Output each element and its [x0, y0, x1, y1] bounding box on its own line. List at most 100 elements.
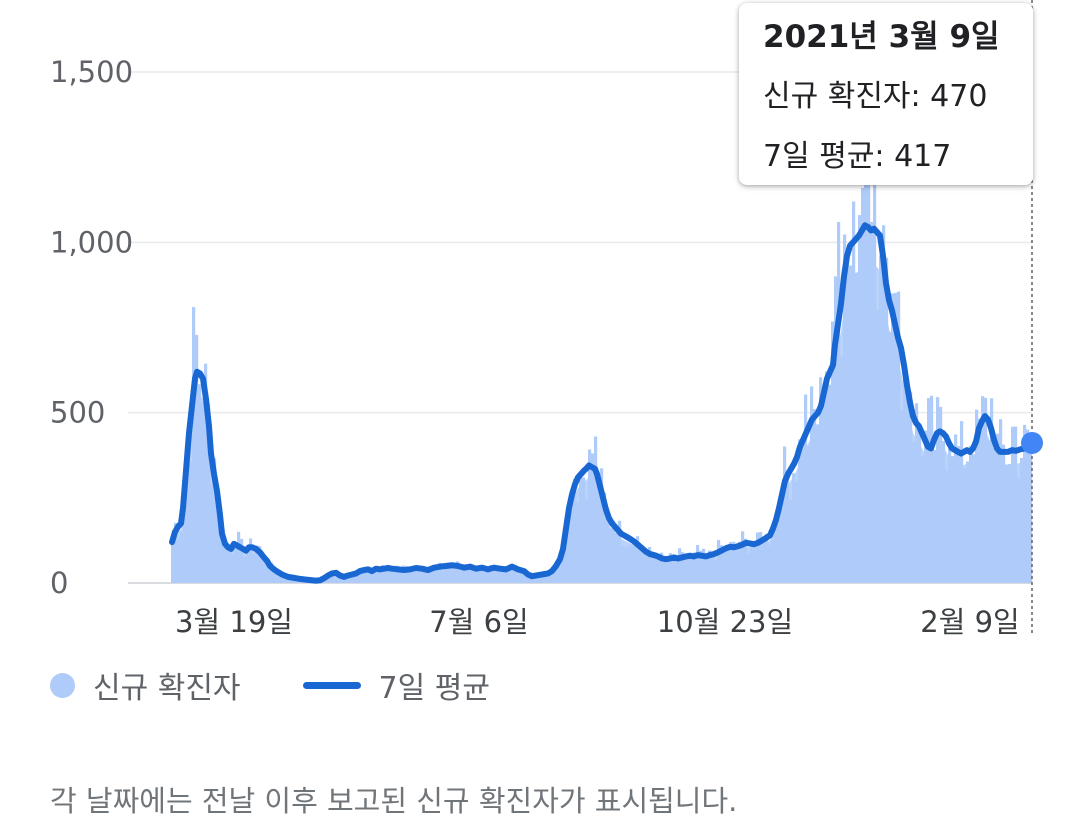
daily-case-bar — [765, 533, 769, 583]
daily-case-bar — [630, 544, 634, 583]
daily-case-bar — [732, 541, 736, 583]
daily-case-bar — [858, 215, 862, 583]
daily-case-bar — [453, 569, 457, 583]
daily-case-bar — [714, 560, 718, 583]
daily-case-bar — [900, 410, 904, 583]
daily-case-bar — [510, 568, 514, 583]
daily-case-bar — [987, 440, 991, 583]
daily-case-bar — [813, 408, 817, 583]
daily-case-bar — [843, 234, 847, 583]
daily-case-bar — [888, 332, 892, 583]
daily-case-bar — [351, 572, 355, 583]
daily-case-bar — [441, 570, 445, 583]
daily-case-bar — [372, 570, 376, 583]
daily-case-bar — [255, 545, 259, 583]
daily-case-bar — [333, 573, 337, 583]
daily-case-bar — [846, 253, 850, 583]
daily-case-bar — [606, 507, 610, 583]
daily-case-bar — [216, 491, 220, 583]
daily-case-bar — [975, 409, 979, 583]
daily-case-bar — [246, 550, 250, 583]
daily-case-bar — [981, 396, 985, 583]
daily-case-bar — [654, 552, 658, 583]
daily-case-bar — [258, 546, 262, 583]
daily-case-bar — [804, 394, 808, 583]
daily-case-bar — [777, 519, 781, 583]
daily-case-bar — [1017, 478, 1021, 583]
daily-case-bar — [423, 569, 427, 583]
daily-case-bar — [993, 448, 997, 583]
covid-cases-chart[interactable]: 1,500 1,000 500 0 3월 19일 7월 6일 10월 23일 2월 9일 — [0, 0, 1080, 660]
daily-case-bar — [573, 478, 577, 583]
daily-case-bar — [867, 183, 871, 583]
daily-case-bar — [930, 395, 934, 583]
daily-case-bar — [462, 564, 466, 583]
daily-case-bar — [1029, 443, 1033, 583]
daily-case-bar — [681, 552, 685, 583]
daily-case-bar — [870, 221, 874, 583]
daily-case-bar — [744, 538, 748, 583]
daily-case-bar — [771, 539, 775, 583]
daily-case-bar — [465, 564, 469, 583]
daily-case-bar — [849, 265, 853, 583]
daily-case-bar — [402, 565, 406, 583]
y-tick-label: 1,000 — [50, 225, 133, 259]
daily-case-bar — [690, 553, 694, 583]
x-tick-label: 10월 23일 — [657, 605, 793, 639]
daily-case-bar — [657, 558, 661, 583]
daily-case-bar — [198, 384, 202, 583]
daily-case-bar — [906, 380, 910, 583]
daily-case-bar — [780, 508, 784, 583]
daily-case-bar — [996, 433, 1000, 583]
daily-case-bar — [576, 502, 580, 583]
daily-case-bar — [474, 566, 478, 583]
y-axis-labels: 1,500 1,000 500 0 — [50, 55, 133, 600]
daily-case-bar — [819, 377, 823, 583]
daily-case-bar — [762, 541, 766, 583]
daily-case-bar — [1011, 426, 1015, 583]
daily-case-bar — [348, 574, 352, 583]
daily-case-bar — [660, 552, 664, 583]
daily-case-bar — [864, 170, 868, 583]
daily-case-bar — [852, 201, 856, 583]
daily-case-bar — [240, 538, 244, 583]
daily-case-bar — [1005, 464, 1009, 583]
daily-case-bar — [555, 563, 559, 583]
daily-case-bar — [696, 545, 700, 583]
daily-case-bar — [273, 569, 277, 583]
daily-case-bar — [378, 571, 382, 583]
tooltip-seven-day-average: 7일 평균: 417 — [763, 139, 952, 174]
daily-case-bar — [774, 522, 778, 583]
daily-case-bar — [405, 566, 409, 583]
daily-case-bar — [834, 276, 838, 583]
daily-case-bar — [672, 555, 676, 583]
daily-case-bar — [954, 434, 958, 583]
daily-case-bar — [360, 569, 364, 583]
daily-case-bar — [759, 531, 763, 583]
daily-case-bar — [621, 545, 625, 583]
daily-case-bar — [1008, 463, 1012, 583]
x-axis-labels: 3월 19일 7월 6일 10월 23일 2월 9일 — [175, 605, 1020, 639]
daily-case-bar — [684, 558, 688, 583]
daily-case-bar — [546, 574, 550, 583]
daily-case-bar — [495, 566, 499, 583]
daily-case-bar — [549, 572, 553, 583]
daily-case-bar — [885, 257, 889, 583]
tooltip-date: 2021년 3월 9일 — [763, 19, 1000, 55]
daily-case-bar — [912, 441, 916, 583]
daily-case-bar — [792, 473, 796, 583]
daily-case-bar — [750, 546, 754, 583]
daily-case-bar — [489, 565, 493, 583]
daily-case-bar — [582, 477, 586, 583]
daily-case-bar — [942, 441, 946, 583]
daily-case-bar — [891, 293, 895, 583]
seven-day-average-line — [169, 222, 1035, 584]
legend-new-cases-label: 신규 확진자 — [93, 671, 241, 706]
daily-case-bar — [645, 551, 649, 583]
daily-case-bar — [729, 542, 733, 583]
daily-case-bar — [816, 424, 820, 583]
daily-case-bar — [966, 461, 970, 583]
daily-case-bar — [957, 446, 961, 583]
daily-case-bar — [249, 538, 253, 583]
daily-case-bar — [894, 292, 898, 583]
